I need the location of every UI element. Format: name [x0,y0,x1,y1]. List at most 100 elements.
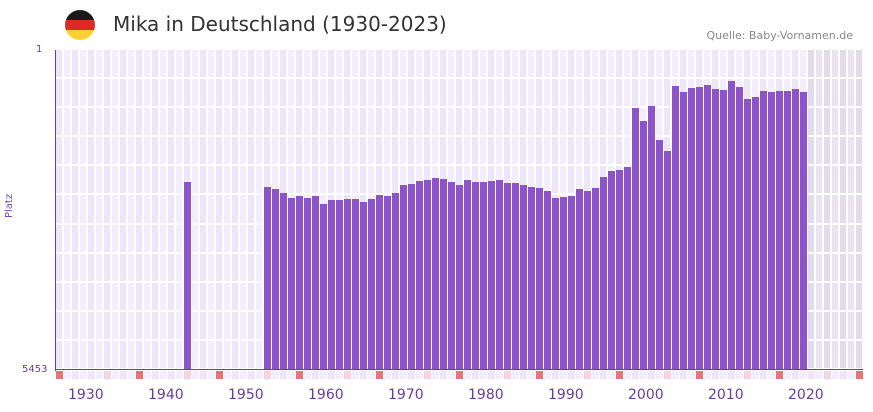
bar-2016[interactable] [760,90,767,370]
bar-1962[interactable] [328,199,335,370]
bar-1972[interactable] [408,183,415,370]
bar-1984[interactable] [504,183,511,370]
year-marker [408,371,415,379]
bar-1992[interactable] [568,195,575,370]
bar-1998[interactable] [616,170,623,370]
bar-1983[interactable] [496,180,503,370]
bar-1957[interactable] [288,197,295,370]
bar-1974[interactable] [424,180,431,370]
bar-1969[interactable] [384,195,391,370]
grid-cell [832,108,838,135]
grid-cell [248,79,254,106]
grid-cell [624,79,630,106]
bar-1986[interactable] [520,184,527,370]
bar-2007[interactable] [688,87,695,370]
bar-1954[interactable] [264,186,271,370]
grid-cell [216,50,222,77]
bar-1995[interactable] [592,187,599,370]
bar-2010[interactable] [712,88,719,370]
bar-1944[interactable] [184,182,191,370]
bar-1980[interactable] [472,182,479,370]
bar-1967[interactable] [368,198,375,370]
year-marker [152,371,159,379]
bar-1999[interactable] [624,167,631,370]
bar-2013[interactable] [736,86,743,370]
grid-cell [832,341,838,368]
bar-1968[interactable] [376,194,383,370]
bar-1996[interactable] [600,177,607,370]
bar-2002[interactable] [648,106,655,370]
bar-2004[interactable] [664,151,671,370]
bar-1981[interactable] [480,182,487,370]
grid-cell [320,137,326,164]
bar-2000[interactable] [632,108,639,370]
bar-1963[interactable] [336,199,343,370]
bar-1979[interactable] [464,180,471,370]
bar-2019[interactable] [784,90,791,370]
bar-1989[interactable] [544,190,551,370]
grid-cell [400,79,406,106]
grid-cell [816,79,822,106]
bar-2003[interactable] [656,140,663,370]
bar-1977[interactable] [448,182,455,370]
grid-cell [168,195,174,223]
bar-1973[interactable] [416,181,423,370]
grid-cell [688,50,694,77]
bar-1965[interactable] [352,198,359,370]
bar-2021[interactable] [800,92,807,370]
bar-1971[interactable] [400,184,407,370]
bar-1993[interactable] [576,188,583,370]
bar-1991[interactable] [560,196,567,370]
bar-1988[interactable] [536,187,543,370]
bar-1997[interactable] [608,171,615,370]
bar-1975[interactable] [432,178,439,370]
bar-1990[interactable] [552,197,559,370]
bar-1987[interactable] [528,186,535,370]
bar-2009[interactable] [704,84,711,370]
bar-2020[interactable] [792,88,799,370]
grid-cell [200,50,206,77]
bar-2001[interactable] [640,121,647,370]
bar-1956[interactable] [280,192,287,370]
grid-cell [176,341,182,368]
bar-1955[interactable] [272,188,279,370]
grid-cell [528,137,534,164]
bar-1982[interactable] [488,181,495,370]
bar-1959[interactable] [304,197,311,370]
bar-1964[interactable] [344,198,351,370]
grid-cell [816,195,822,223]
bar-2015[interactable] [752,97,759,370]
y-axis-bottom-label: 5453 [22,364,48,375]
bar-1985[interactable] [512,183,519,370]
grid-cell [296,79,302,106]
grid-cell [664,79,670,106]
grid-cell [856,283,862,310]
grid-cell [736,50,742,77]
grid-cell [840,79,846,106]
bar-1976[interactable] [440,179,447,370]
grid-cell [336,50,342,77]
grid-cell [512,50,518,77]
bar-2006[interactable] [680,92,687,370]
bar-1994[interactable] [584,190,591,370]
bar-1958[interactable] [296,195,303,370]
year-marker [144,371,151,379]
grid-cell [416,79,422,106]
bar-2011[interactable] [720,89,727,370]
bar-2017[interactable] [768,92,775,370]
bar-1970[interactable] [392,192,399,370]
bar-1966[interactable] [360,201,367,370]
grid-cell [400,108,406,135]
year-marker [512,371,519,379]
grid-cell [248,137,254,164]
bar-2005[interactable] [672,85,679,370]
bar-2012[interactable] [728,80,735,370]
bar-1961[interactable] [320,203,327,370]
bar-1978[interactable] [456,184,463,370]
grid-cell [416,108,422,135]
bar-2014[interactable] [744,99,751,370]
bar-2018[interactable] [776,90,783,370]
grid-cell [488,50,494,77]
bar-2008[interactable] [696,86,703,370]
bar-1960[interactable] [312,195,319,370]
